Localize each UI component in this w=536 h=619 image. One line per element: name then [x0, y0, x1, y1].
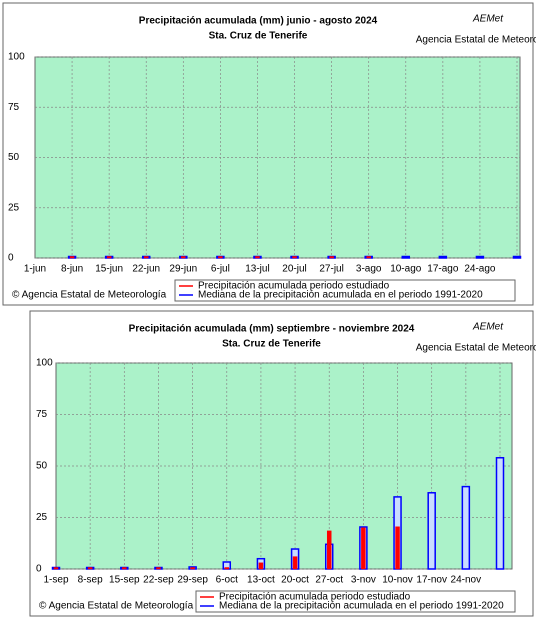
- precip-bar: [218, 256, 223, 259]
- chart-subtitle: Sta. Cruz de Tenerife: [209, 31, 308, 42]
- footer: © Agencia Estatal de Meteorología: [12, 290, 167, 301]
- x-tick-label: 1-jun: [24, 264, 46, 275]
- legend-label: Mediana de la precipitación acumulada en…: [219, 601, 504, 612]
- legend-box: [195, 590, 516, 613]
- chart-title: Precipitación acumulada (mm) junio - ago…: [139, 16, 378, 27]
- median-bar: [427, 492, 436, 570]
- logo: AEMet: [472, 322, 504, 333]
- median-bar: [512, 255, 522, 259]
- y-tick-label: 75: [8, 102, 20, 113]
- x-tick-label: 29-jun: [169, 264, 197, 275]
- precip-bar: [224, 567, 230, 570]
- chart-subtitle: Sta. Cruz de Tenerife: [222, 339, 321, 350]
- legend-box: [174, 279, 516, 302]
- median-bar: [475, 255, 485, 259]
- logo-caption: Agencia Estatal de Meteorología: [416, 343, 536, 354]
- x-tick-label: 22-jun: [132, 264, 160, 275]
- median-bar: [495, 457, 505, 570]
- y-tick-label: 25: [36, 512, 48, 523]
- legend-label: Mediana de la precipitación acumulada en…: [198, 290, 483, 301]
- median-bar: [438, 255, 448, 259]
- y-tick-label: 25: [8, 202, 20, 213]
- precip-bar: [87, 567, 93, 570]
- x-tick-label: 22-sep: [143, 575, 174, 586]
- x-tick-label: 10-nov: [382, 575, 413, 586]
- precip-bar: [329, 256, 334, 259]
- x-tick-label: 6-oct: [216, 575, 238, 586]
- x-tick-label: 13-oct: [247, 575, 275, 586]
- logo: AEMet: [472, 14, 504, 25]
- precip-bar: [292, 556, 298, 570]
- y-tick-label: 100: [8, 52, 25, 63]
- legend-label: Precipitación acumulada periodo estudiad…: [219, 592, 411, 603]
- y-tick-label: 0: [8, 253, 14, 264]
- legend-label: Precipitación acumulada periodo estudiad…: [198, 281, 390, 292]
- precip-bar: [326, 530, 332, 570]
- precip-bar: [69, 256, 75, 259]
- precip-bar: [395, 526, 400, 570]
- x-tick-label: 20-oct: [281, 575, 309, 586]
- precip-bar: [361, 527, 366, 570]
- x-tick-label: 15-sep: [109, 575, 140, 586]
- precip-bar: [255, 256, 260, 259]
- x-tick-label: 3-ago: [356, 264, 382, 275]
- median-bar: [401, 255, 411, 259]
- x-tick-label: 17-ago: [427, 264, 459, 275]
- x-tick-label: 8-jun: [61, 264, 83, 275]
- y-tick-label: 50: [36, 461, 48, 472]
- x-tick-label: 27-oct: [315, 575, 343, 586]
- x-tick-label: 6-jul: [211, 264, 230, 275]
- y-tick-label: 75: [36, 409, 48, 420]
- x-tick-label: 20-jul: [282, 264, 306, 275]
- precip-bar: [106, 256, 112, 259]
- x-tick-label: 15-jun: [95, 264, 123, 275]
- precip-bar: [53, 567, 59, 570]
- precip-bar: [292, 256, 297, 259]
- y-tick-label: 100: [36, 358, 53, 369]
- x-tick-label: 1-sep: [43, 575, 68, 586]
- y-tick-label: 0: [36, 564, 42, 575]
- precip-bar: [190, 567, 195, 570]
- median-bar: [461, 485, 471, 570]
- x-tick-label: 29-sep: [177, 575, 208, 586]
- chart-title: Precipitación acumulada (mm) septiembre …: [129, 324, 415, 335]
- precip-bar: [258, 562, 264, 570]
- x-tick-label: 8-sep: [78, 575, 103, 586]
- y-tick-label: 50: [8, 152, 20, 163]
- x-tick-label: 24-ago: [464, 264, 496, 275]
- x-tick-label: 10-ago: [390, 264, 422, 275]
- precip-bar: [181, 256, 186, 259]
- x-tick-label: 24-nov: [451, 575, 482, 586]
- x-tick-label: 17-nov: [416, 575, 447, 586]
- footer: © Agencia Estatal de Meteorología: [39, 601, 194, 612]
- logo-caption: Agencia Estatal de Meteorología: [416, 35, 536, 46]
- precip-bar: [156, 567, 161, 570]
- x-tick-label: 13-jul: [245, 264, 269, 275]
- x-tick-label: 3-nov: [351, 575, 376, 586]
- x-tick-label: 27-jul: [319, 264, 343, 275]
- precip-bar: [122, 567, 127, 570]
- precip-bar: [143, 256, 149, 259]
- precip-bar: [366, 256, 371, 259]
